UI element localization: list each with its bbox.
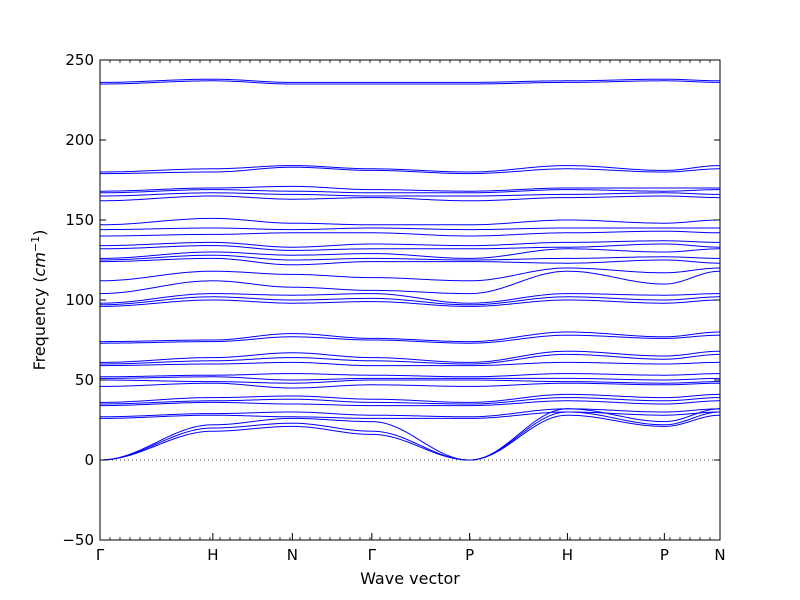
band-line-16 [100, 334, 720, 344]
y-tick-label: 150 [65, 211, 94, 229]
y-axis-title: Frequency (cm−1) [29, 230, 50, 371]
band-line-1 [100, 414, 720, 461]
band-line-19 [100, 296, 720, 306]
band-line-17 [100, 331, 720, 343]
y-axis-unit: cm [30, 252, 49, 276]
band-line-15 [100, 350, 720, 363]
y-axis-unit-exponent: −1 [29, 236, 42, 252]
band-line-5 [100, 408, 720, 418]
y-axis-title-prefix: Frequency ( [30, 276, 49, 370]
kpoint-label-1: H [207, 546, 218, 564]
band-line-26 [100, 243, 720, 251]
kpoint-label-4: P [465, 546, 474, 564]
band-line-37 [100, 80, 720, 85]
band-line-21 [100, 270, 720, 295]
band-line-25 [100, 248, 720, 259]
kpoint-label-3: Γ [368, 546, 377, 564]
y-tick-label: 250 [65, 51, 94, 69]
y-axis-title-suffix: ) [30, 230, 49, 236]
band-line-34 [100, 185, 720, 192]
y-tick-label: −50 [62, 531, 94, 549]
band-line-29 [100, 227, 720, 231]
band-line-10 [100, 379, 720, 384]
band-line-14 [100, 353, 720, 365]
band-line-22 [100, 267, 720, 282]
band-line-20 [100, 293, 720, 304]
kpoint-label-7: N [714, 546, 725, 564]
band-line-7 [100, 397, 720, 405]
plot-frame [99, 59, 721, 541]
band-line-24 [100, 254, 720, 261]
band-line-8 [100, 393, 720, 403]
x-axis-title: Wave vector [360, 569, 460, 588]
band-line-9 [100, 382, 720, 389]
band-line-33 [100, 189, 720, 194]
band-line-2 [100, 411, 720, 461]
y-tick-label: 0 [84, 451, 94, 469]
kpoint-label-5: H [562, 546, 573, 564]
band-line-23 [100, 257, 720, 266]
band-line-6 [100, 400, 720, 407]
kpoint-label-2: N [287, 546, 298, 564]
y-tick-label: 200 [65, 131, 94, 149]
band-line-27 [100, 240, 720, 248]
band-line-12 [100, 373, 720, 378]
y-tick-label: 100 [65, 291, 94, 309]
band-line-35 [100, 166, 720, 175]
band-line-13 [100, 361, 720, 367]
dispersion-curves [100, 78, 720, 461]
kpoint-label-6: P [660, 546, 669, 564]
band-line-30 [100, 217, 720, 226]
band-line-3 [100, 408, 720, 461]
band-line-4 [100, 411, 720, 419]
band-line-32 [100, 192, 720, 197]
band-line-38 [100, 78, 720, 83]
band-line-11 [100, 376, 720, 381]
band-line-36 [100, 165, 720, 173]
kpoint-label-0: Γ [96, 546, 105, 564]
band-line-28 [100, 230, 720, 237]
y-tick-labels: −50 0 50 100 150 200 250 [62, 51, 94, 549]
band-line-31 [100, 195, 720, 202]
y-tick-label: 50 [75, 371, 94, 389]
band-line-18 [100, 299, 720, 307]
